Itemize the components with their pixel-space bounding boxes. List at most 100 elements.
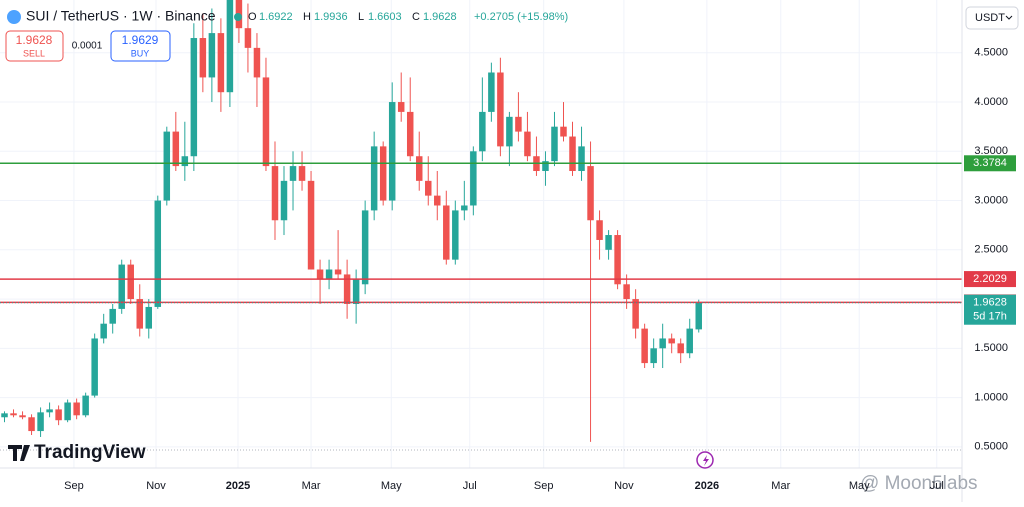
candle-body: [551, 126, 558, 162]
price-label: 2.2029: [973, 273, 1007, 285]
spread: 0.0001: [72, 41, 103, 52]
y-tick-label: 4.5000: [974, 47, 1008, 59]
x-tick-label: Jul: [463, 480, 477, 492]
sell-label: SELL: [23, 48, 45, 58]
price-label-box: [964, 271, 1016, 288]
candle-body: [10, 413, 17, 416]
last-price-label: 1.9628: [973, 297, 1007, 309]
x-tick-label: Mar: [771, 480, 790, 492]
candle-body: [181, 156, 189, 167]
candle-body: [659, 338, 666, 349]
x-tick-label: Sep: [64, 480, 84, 492]
x-tick-label: May: [849, 480, 870, 492]
candle-body: [479, 111, 486, 152]
candle-body: [587, 166, 594, 221]
candle-body: [578, 146, 585, 172]
candle-body: [569, 136, 576, 172]
candle-body: [560, 126, 567, 137]
candle-body: [605, 235, 612, 250]
event-bolt: [703, 455, 709, 466]
candle-body: [452, 210, 459, 260]
candle-body: [470, 151, 477, 206]
watermark: @ Moon5labs: [860, 473, 978, 494]
candle-body: [253, 47, 261, 78]
symbol-icon: [7, 10, 21, 24]
x-tick-label: Sep: [534, 480, 554, 492]
dropdown-arrow: [1005, 15, 1013, 20]
h-value: 1.9936: [314, 11, 348, 23]
candle-body: [650, 348, 657, 364]
candle-body: [506, 116, 513, 147]
sell-price: 1.9628: [16, 33, 53, 47]
price-label-box: [964, 155, 1016, 172]
candle-body: [73, 402, 80, 416]
o-label: O: [248, 11, 257, 23]
candle-body: [668, 338, 675, 344]
candle-body: [55, 409, 62, 421]
currency: USDT: [975, 12, 1005, 24]
candle-body: [524, 131, 531, 157]
y-tick-label: 0.5000: [974, 441, 1008, 453]
candle-body: [289, 166, 297, 181]
candle-body: [37, 412, 44, 432]
candle-body: [425, 180, 432, 196]
candle-body: [325, 269, 333, 280]
candle-body: [488, 72, 495, 112]
candle-body: [641, 328, 648, 364]
h-label: H: [303, 11, 311, 23]
c-value: 1.9628: [423, 11, 457, 23]
y-tick-label: 3.5000: [974, 145, 1008, 157]
candle-body: [1, 413, 8, 418]
y-tick-label: 1.5000: [974, 342, 1008, 354]
candle-body: [28, 417, 35, 432]
candle-body: [542, 161, 549, 172]
buy-label: BUY: [131, 48, 150, 58]
buy-button[interactable]: [110, 30, 171, 62]
o-value: 1.6922: [259, 11, 293, 23]
y-tick-label: 1.0000: [974, 391, 1008, 403]
last-price-box: [964, 294, 1016, 325]
candle-body: [262, 77, 270, 167]
price-label: 3.3784: [973, 157, 1007, 169]
y-tick-label: 3.0000: [974, 194, 1008, 206]
candle-body: [172, 131, 180, 167]
x-tick-label: 2025: [226, 480, 250, 492]
candle-body: [154, 200, 162, 307]
candle-body: [361, 210, 369, 285]
candle-body: [280, 180, 288, 221]
candle-body: [686, 328, 693, 354]
candle-body: [19, 415, 26, 418]
sell-button[interactable]: [5, 30, 64, 62]
candle-body: [695, 302, 702, 330]
candle-body: [217, 33, 225, 93]
candle-body: [127, 264, 134, 300]
x-tick-label: May: [381, 480, 402, 492]
candle-body: [226, 0, 234, 93]
candle-body: [677, 343, 684, 354]
candle-body: [307, 180, 315, 270]
candle-body: [163, 131, 171, 201]
status-dot: [234, 13, 242, 21]
candle-body: [199, 38, 207, 78]
candle-body: [298, 166, 306, 181]
candle-body: [145, 306, 153, 329]
currency-select[interactable]: [965, 6, 1019, 30]
y-tick-label: 4.0000: [974, 96, 1008, 108]
candle-body: [271, 166, 279, 221]
candle-body: [379, 146, 387, 201]
logo: TradingView: [34, 442, 146, 463]
candle-body: [109, 308, 116, 324]
change: +0.2705 (+15.98%): [474, 11, 568, 23]
plot-area: [0, 0, 962, 468]
candle-body: [316, 269, 324, 280]
candle-body: [136, 299, 143, 329]
candle-body: [406, 111, 414, 157]
candle-body: [208, 33, 216, 78]
l-value: 1.6603: [368, 11, 402, 23]
candle-body: [632, 299, 639, 329]
symbol: SUI / TetherUS · 1W · Binance: [26, 8, 216, 24]
x-tick-label: Mar: [302, 480, 321, 492]
candle-body: [64, 402, 71, 421]
candle-body: [334, 269, 342, 275]
